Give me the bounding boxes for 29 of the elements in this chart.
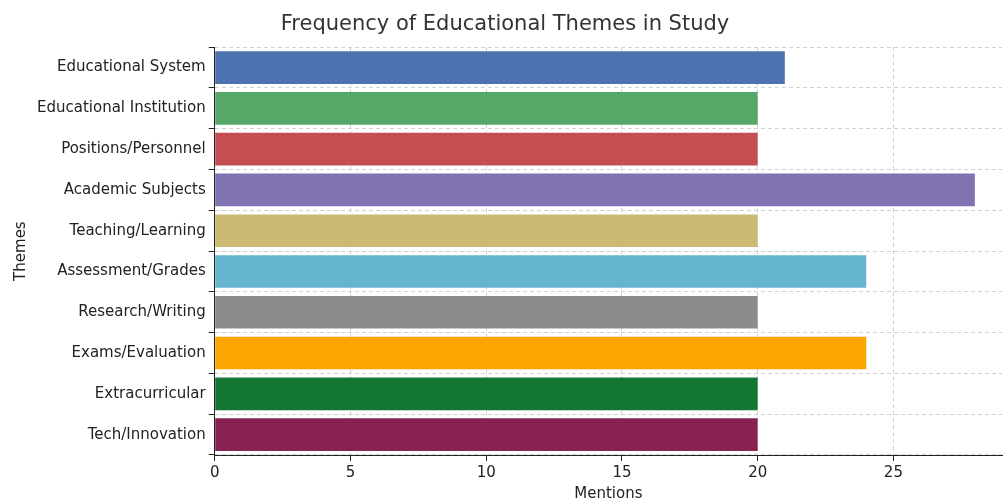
bar (215, 255, 867, 288)
x-tick-label: 5 (345, 462, 356, 481)
bar (215, 214, 758, 248)
y-tick-label: Educational System (56, 57, 206, 76)
y-tick-label: Tech/Innovation (86, 424, 206, 443)
bar (215, 132, 758, 166)
y-tick-label: Extracurricular (94, 383, 207, 402)
x-tick-label: 0 (209, 462, 220, 481)
y-axis-title: Themes (10, 221, 29, 282)
y-tick-label: Academic Subjects (63, 179, 206, 198)
y-tick-label: Assessment/Grades (57, 261, 206, 280)
bar (215, 418, 758, 451)
bar (215, 295, 758, 329)
y-tick-label: Research/Writing (78, 302, 206, 321)
x-tick-label: 25 (883, 462, 903, 481)
bar (215, 377, 758, 411)
x-tick-label: 20 (748, 462, 768, 481)
bar (215, 336, 867, 370)
x-axis-title: Mentions (574, 483, 643, 502)
y-tick-label: Teaching/Learning (68, 220, 206, 239)
bar (215, 173, 975, 207)
x-tick-label: 10 (476, 462, 496, 481)
bar (215, 51, 785, 84)
y-tick-label: Exams/Evaluation (71, 342, 206, 361)
chart-title: Frequency of Educational Themes in Study (280, 11, 730, 36)
bar (215, 92, 758, 125)
y-tick-label: Positions/Personnel (61, 139, 206, 158)
y-tick-label: Educational Institution (36, 98, 206, 117)
x-tick-label: 15 (612, 462, 632, 481)
